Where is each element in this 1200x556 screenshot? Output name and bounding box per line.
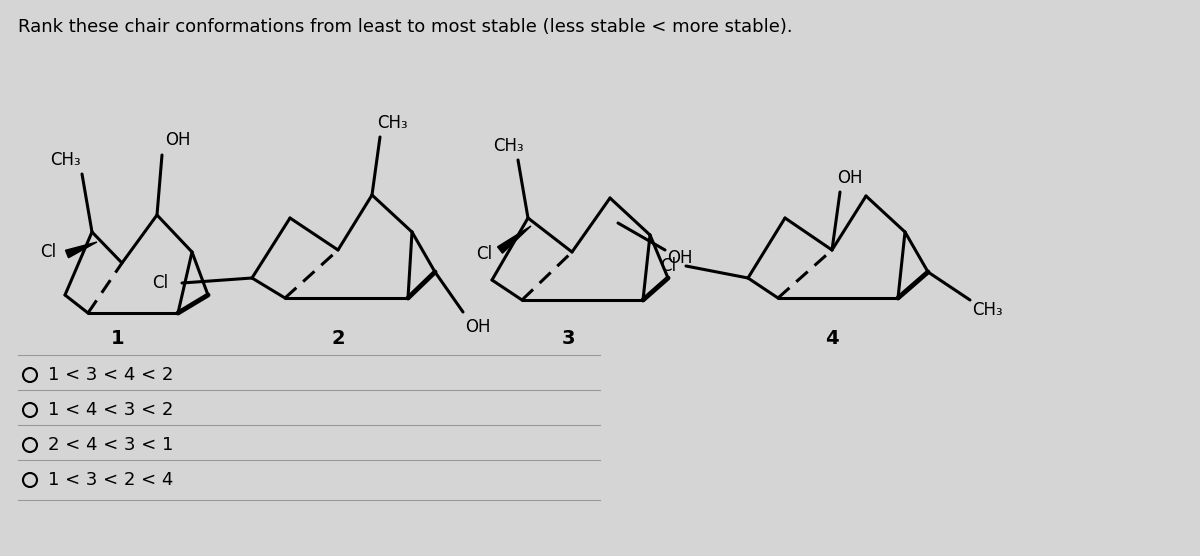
Text: Rank these chair conformations from least to most stable (less stable < more sta: Rank these chair conformations from leas…	[18, 18, 793, 36]
Text: 2 < 4 < 3 < 1: 2 < 4 < 3 < 1	[48, 436, 173, 454]
Text: 1: 1	[112, 329, 125, 348]
Text: CH₃: CH₃	[50, 151, 80, 169]
Text: Cl: Cl	[152, 274, 168, 292]
Text: 2: 2	[331, 329, 344, 348]
Text: Cl: Cl	[476, 245, 492, 263]
Text: 1 < 3 < 4 < 2: 1 < 3 < 4 < 2	[48, 366, 173, 384]
Polygon shape	[66, 242, 97, 258]
Text: OH: OH	[466, 318, 491, 336]
Text: CH₃: CH₃	[493, 137, 523, 155]
Text: CH₃: CH₃	[972, 301, 1003, 319]
Text: 1 < 3 < 2 < 4: 1 < 3 < 2 < 4	[48, 471, 173, 489]
Text: 4: 4	[826, 329, 839, 348]
Polygon shape	[498, 226, 530, 253]
Text: 3: 3	[562, 329, 575, 348]
Text: Cl: Cl	[660, 257, 676, 275]
Text: OH: OH	[166, 131, 191, 149]
Text: Cl: Cl	[40, 243, 56, 261]
Text: CH₃: CH₃	[377, 114, 408, 132]
Text: OH: OH	[838, 169, 863, 187]
Text: 1 < 4 < 3 < 2: 1 < 4 < 3 < 2	[48, 401, 173, 419]
Text: OH: OH	[667, 249, 692, 267]
